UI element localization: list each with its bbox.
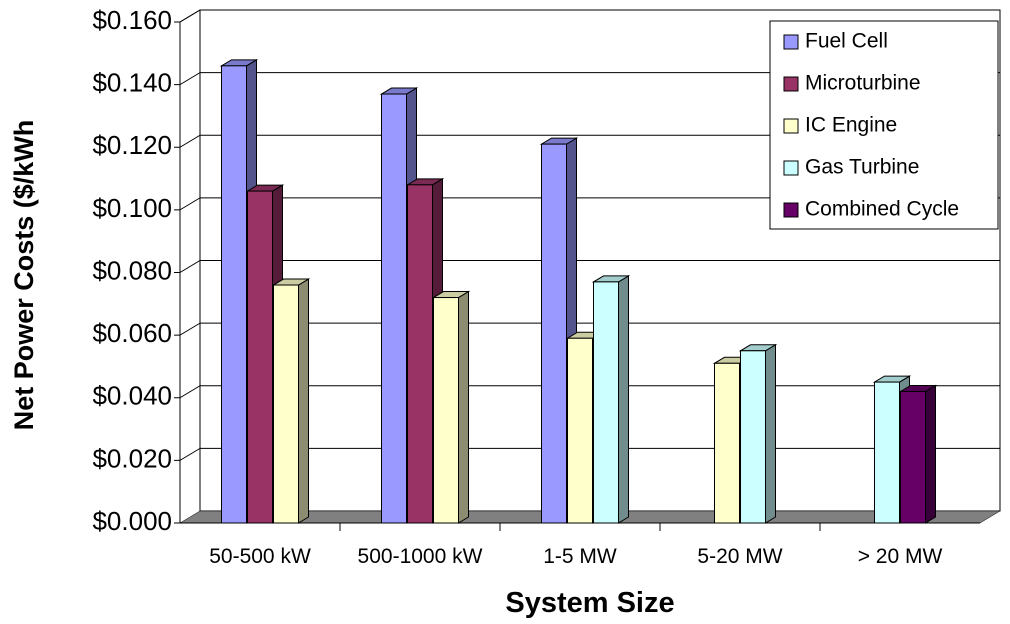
gridline-side	[179, 134, 201, 148]
y-tick-label: $0.040	[92, 381, 172, 411]
y-tick-labels: $0.000 $0.020 $0.040 $0.060 $0.080 $0.100 $0.1…	[92, 5, 172, 536]
legend-swatch	[783, 34, 799, 50]
bar-side	[298, 278, 309, 524]
y-tick-label: $0.000	[92, 506, 172, 536]
y-axis-top	[179, 9, 201, 23]
bar-front	[874, 381, 900, 524]
y-tick-label: $0.060	[92, 318, 172, 348]
bar-front	[247, 190, 273, 524]
y-axis-label: Net Power Costs ($/kWh	[9, 120, 39, 431]
legend-swatch	[783, 118, 799, 134]
legend-label: Fuel Cell	[805, 30, 888, 53]
bar-front	[541, 143, 567, 524]
bars	[219, 58, 938, 524]
x-axis-label: System Size	[505, 587, 674, 619]
bar-side	[765, 343, 776, 524]
bar-front	[740, 350, 766, 524]
gridline-side	[179, 197, 201, 211]
bar-front	[407, 184, 433, 524]
x-tick-label: 1-5 MW	[543, 545, 617, 568]
bar	[245, 184, 285, 524]
gridline-side	[179, 447, 201, 461]
bar-front	[221, 65, 247, 524]
legend: Fuel Cell Microturbine IC Engine Gas Turbin…	[769, 20, 999, 230]
legend-label: Microturbine	[805, 72, 921, 95]
bar	[738, 343, 778, 524]
legend-swatch	[783, 160, 799, 176]
bar-side	[458, 290, 469, 524]
bar-side	[618, 275, 629, 524]
bar-front	[273, 284, 299, 524]
legend-label: Gas Turbine	[805, 156, 919, 179]
y-tick-label: $0.100	[92, 193, 172, 223]
x-tick-label: 5-20 MW	[697, 545, 782, 568]
x-tick-labels: 50-500 kW 500-1000 kW 1-5 MW 5-20 MW > 20 MW	[209, 545, 942, 568]
bar	[591, 275, 631, 524]
axes	[174, 9, 980, 531]
bar-front	[567, 337, 593, 524]
gridline-side	[179, 260, 201, 273]
y-tick-label: $0.080	[92, 255, 172, 285]
legend-box	[769, 20, 999, 230]
bar-front	[714, 362, 740, 524]
y-tick-label: $0.140	[92, 68, 172, 98]
bar-front	[900, 390, 926, 524]
legend-label: IC Engine	[805, 114, 897, 137]
gridline-side	[179, 385, 201, 399]
legend-label: Combined Cycle	[805, 198, 959, 221]
bar-side	[925, 384, 936, 524]
x-tick-label: 500-1000 kW	[358, 545, 483, 568]
legend-swatch	[783, 76, 799, 92]
bar-front	[381, 93, 407, 524]
bar	[271, 278, 311, 524]
legend-swatch	[783, 202, 799, 218]
bar-front	[433, 297, 459, 524]
bar	[431, 290, 471, 524]
x-tick-label: 50-500 kW	[209, 545, 311, 568]
gridline-side	[179, 72, 201, 86]
bar	[898, 384, 938, 524]
x-tick-label: > 20 MW	[858, 545, 943, 568]
gridline-side	[179, 322, 201, 336]
y-tick-label: $0.020	[92, 443, 172, 473]
y-tick-label: $0.160	[92, 5, 172, 35]
bar-front	[593, 281, 619, 524]
y-tick-label: $0.120	[92, 130, 172, 160]
